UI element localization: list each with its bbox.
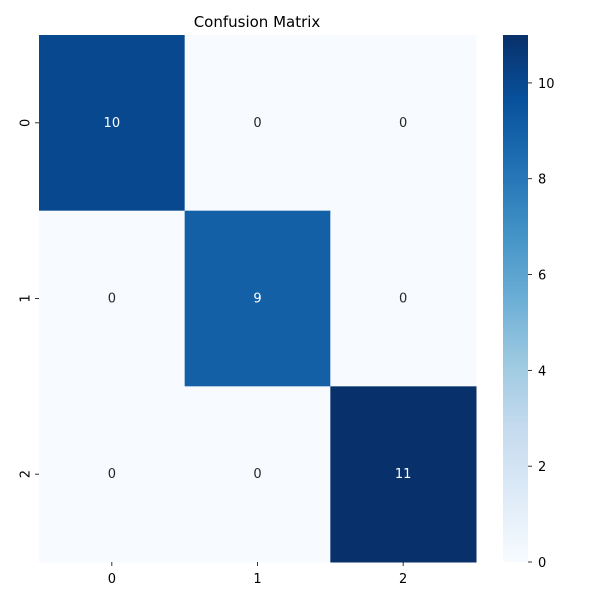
colorbar [503,35,528,562]
y-tick-label: 0 [19,119,34,127]
x-tick-label: 1 [253,572,261,587]
cell-annotation: 11 [395,467,412,482]
colorbar-tick-label: 8 [538,173,546,188]
heatmap-cell [330,35,477,212]
cell-annotation: 0 [253,116,261,131]
cell-annotation: 0 [108,467,116,482]
y-tick-label: 1 [19,294,34,302]
heatmap-cell [330,210,477,387]
x-tick-label: 2 [399,572,407,587]
heatmap-cells [39,35,477,563]
colorbar-ticks: 0 2 4 6 8 10 [528,77,555,571]
x-axis-ticks: 0 1 2 [108,562,407,587]
heatmap-cell [39,35,186,212]
y-tick-label: 2 [19,470,34,478]
colorbar-tick-label: 6 [538,269,546,284]
colorbar-tick-label: 4 [538,364,546,379]
colorbar-tick-label: 0 [538,556,546,571]
colorbar-tick-label: 2 [538,460,546,475]
heatmap-cell [39,210,186,387]
heatmap-cell [184,35,331,212]
cell-annotation: 10 [104,116,121,131]
cell-annotation: 0 [399,292,407,307]
heatmap-annotations: 10 0 0 0 9 0 0 0 11 [104,116,412,482]
cell-annotation: 0 [108,292,116,307]
colorbar-tick-label: 10 [538,77,555,92]
y-axis-ticks: 0 1 2 [19,119,39,478]
cell-annotation: 9 [253,292,261,307]
heatmap-cell [184,386,331,563]
chart-title: Confusion Matrix [194,13,321,31]
heatmap-cell [330,386,477,563]
heatmap-cell [39,386,186,563]
heatmap-cell [184,210,331,387]
cell-annotation: 0 [399,116,407,131]
cell-annotation: 0 [253,467,261,482]
x-tick-label: 0 [108,572,116,587]
